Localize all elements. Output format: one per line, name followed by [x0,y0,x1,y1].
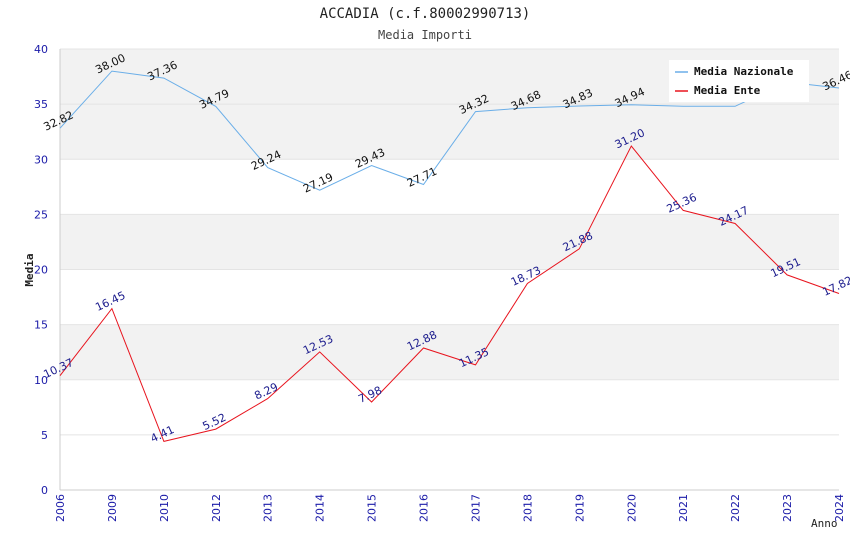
x-tick-label: 2016 [418,494,431,522]
x-tick-label: 2009 [106,494,119,522]
x-tick-label: 2018 [521,494,534,522]
legend-box [669,60,809,102]
x-tick-label: 2022 [729,494,742,522]
y-tick-label: 30 [34,153,48,166]
y-axis-title: Media [23,253,36,286]
y-tick-label: 10 [34,374,48,387]
x-tick-label: 2023 [781,494,794,522]
x-tick-label: 2019 [573,494,586,522]
y-tick-label: 5 [41,429,48,442]
y-tick-label: 40 [34,43,48,56]
x-tick-label: 2012 [210,494,223,522]
grid-band [60,159,839,215]
legend-label-media-nazionale: Media Nazionale [694,65,794,78]
x-tick-label: 2017 [469,494,482,522]
legend: Media Nazionale Media Ente [669,60,809,102]
y-tick-label: 35 [34,98,48,111]
x-tick-label: 2021 [677,494,690,522]
x-axis-title: Anno [811,517,838,530]
x-tick-label: 2010 [158,494,171,522]
x-tick-label: 2015 [366,494,379,522]
axes [59,49,839,491]
grid-bands [60,48,839,491]
y-tick-labels: 0 5 10 15 20 25 30 35 40 [34,43,48,497]
x-tick-label: 2014 [314,494,327,522]
x-tick-label: 2020 [625,494,638,522]
y-tick-label: 25 [34,208,48,221]
y-tick-label: 15 [34,319,48,332]
grid-band [60,324,839,380]
grid-band [60,104,839,160]
chart-title: ACCADIA (c.f.80002990713) [320,6,531,22]
series-lines [59,70,840,442]
legend-label-media-ente: Media Ente [694,84,761,97]
chart-subtitle: Media Importi [378,28,472,42]
y-tick-label: 20 [34,264,48,277]
grid-band [60,214,839,270]
x-tick-label: 2024 [833,494,846,522]
series-line-media-ente [59,145,840,442]
series-line-media-nazionale [59,70,840,191]
grid-band [60,434,839,490]
x-tick-labels: 2006 2009 2010 2012 2013 2014 2015 2016 2017 2018… [54,494,846,522]
x-tick-label: 2013 [262,494,275,522]
y-tick-label: 0 [41,484,48,497]
grid-band [60,269,839,325]
x-tick-label: 2006 [54,494,67,522]
grid-band [60,379,839,435]
